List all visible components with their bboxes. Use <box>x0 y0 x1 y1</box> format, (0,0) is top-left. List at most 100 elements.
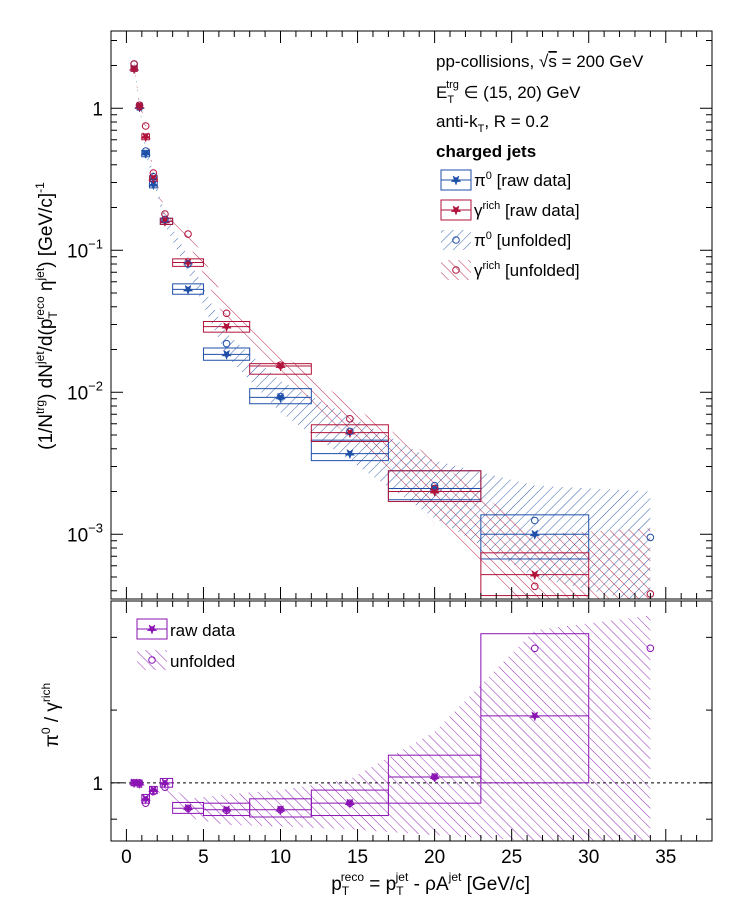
data-point <box>184 804 192 813</box>
data-point <box>276 805 285 814</box>
uncertainty-band <box>134 61 651 599</box>
legend-label: unfolded <box>170 652 235 671</box>
annotation-trigger: ETtrg ∈ (15, 20) GeV <box>436 79 581 106</box>
ratio-legend: raw data unfolded <box>136 618 236 671</box>
legend-label: π0 [raw data] <box>474 170 571 190</box>
systematic-box <box>249 388 312 405</box>
x-tick-label: 20 <box>424 847 445 868</box>
data-point <box>135 101 144 110</box>
annotation-algorithm: anti-kT, R = 0.2 <box>436 112 549 135</box>
data-point <box>429 772 441 783</box>
ratio-panel: 0 5 10 15 20 25 30 35 1 π0 / γrich pTreco = pTje… <box>39 600 713 898</box>
systematic-box <box>387 470 482 503</box>
data-point <box>184 230 192 238</box>
data-point <box>344 427 356 439</box>
legend-label: π0 [unfolded] <box>474 230 571 250</box>
uncertainty-band <box>134 61 651 599</box>
x-axis-label: pTreco = pTjet - ρAjet [GeV/c] <box>331 870 530 898</box>
data-point <box>149 169 158 177</box>
data-point <box>430 481 439 490</box>
y-tick-label: 1 <box>92 99 103 120</box>
data-point <box>184 260 192 268</box>
legend-entry-pi0-raw: π0 [raw data] <box>440 169 571 191</box>
y-tick-label: 10−1 <box>67 236 103 262</box>
data-point <box>276 392 285 401</box>
data-point <box>222 806 231 815</box>
data-point <box>135 779 144 787</box>
x-tick-label: 25 <box>501 847 522 868</box>
data-point <box>140 794 152 805</box>
data-point <box>221 322 232 333</box>
annotation-collisions: pp-collisions, √s = 200 GeV <box>436 52 644 71</box>
systematic-box <box>310 424 389 443</box>
data-point <box>134 101 145 113</box>
data-point <box>646 533 655 542</box>
legend-label: γrich [unfolded] <box>474 260 580 280</box>
bottom-frame <box>110 600 713 842</box>
top-legend: π0 [raw data] γrich [raw data] π0 [unfol… <box>440 169 580 280</box>
top-frame <box>110 30 713 600</box>
data-point <box>130 60 138 68</box>
legend-entry-pi0-unfolded: π0 [unfolded] <box>441 230 571 250</box>
legend-label: γrich [raw data] <box>474 200 580 220</box>
data-point <box>222 339 231 348</box>
data-point <box>530 644 539 653</box>
data-point <box>141 122 150 130</box>
legend-marker <box>452 236 460 244</box>
legend-marker <box>450 205 462 216</box>
data-point <box>221 349 232 361</box>
systematic-box <box>480 514 590 560</box>
legend-hatch <box>441 260 471 280</box>
legend-hatch <box>137 650 167 670</box>
data-point <box>141 799 150 807</box>
data-point <box>529 529 541 541</box>
data-point <box>275 805 286 816</box>
data-point <box>182 803 194 815</box>
x-tick-label: 35 <box>655 847 676 868</box>
data-point <box>346 799 354 807</box>
data-point <box>430 484 439 493</box>
y-axis-label: (1/Ntrg) dNjet/d(pTreco ηjet) [GeV/c]-1 <box>33 182 60 450</box>
x-tick-label: 5 <box>198 847 209 868</box>
data-point <box>275 392 286 404</box>
data-point <box>530 516 539 525</box>
legend-marker <box>452 266 460 274</box>
data-point <box>149 787 158 796</box>
y-tick-label: 10−2 <box>67 378 103 404</box>
spectrum-panel: 1 10−1 10−2 10−3 (1/Ntrg) dNjet/d(pTreco ηj… <box>33 30 713 600</box>
y-tick-label: 10−3 <box>67 520 103 546</box>
data-point <box>276 361 285 370</box>
x-tick-label: 0 <box>121 847 132 868</box>
legend-entry-ratio-raw: raw data <box>136 618 236 640</box>
data-point <box>344 798 356 809</box>
x-tick-label: 10 <box>270 847 291 868</box>
data-point <box>149 172 158 181</box>
legend-entry-ratio-unfolded: unfolded <box>137 650 235 671</box>
data-point <box>161 215 169 224</box>
y-tick-label: 1 <box>92 774 103 795</box>
data-point <box>130 779 138 787</box>
data-point <box>344 448 356 460</box>
systematic-box <box>310 439 389 462</box>
data-point <box>128 64 140 75</box>
data-point <box>159 216 171 228</box>
x-tick-label: 15 <box>347 847 368 868</box>
annotation-block: pp-collisions, √s = 200 GeV ETtrg ∈ (15,… <box>436 52 644 161</box>
data-point <box>140 132 152 143</box>
legend-marker <box>450 175 462 186</box>
data-point <box>159 778 171 789</box>
data-point <box>161 210 169 218</box>
data-point <box>182 284 194 296</box>
uncertainty-band <box>134 615 651 841</box>
legend-entry-gamma-unfolded: γrich [unfolded] <box>441 260 580 280</box>
legend-marker <box>146 624 158 635</box>
legend-label: raw data <box>170 621 236 640</box>
data-point <box>141 147 150 155</box>
data-point <box>346 427 354 436</box>
legend-marker <box>148 656 156 664</box>
data-point <box>529 711 541 722</box>
data-point <box>222 309 231 318</box>
data-point <box>530 582 539 591</box>
data-point <box>161 783 169 791</box>
